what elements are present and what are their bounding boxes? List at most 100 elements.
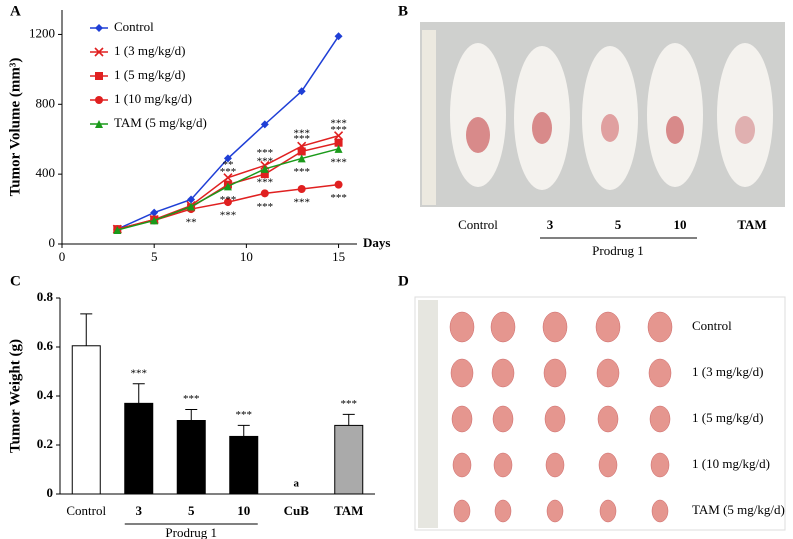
tumor xyxy=(543,358,567,388)
photo-label: 3 xyxy=(547,217,554,232)
marker xyxy=(95,120,103,128)
significance: *** xyxy=(220,210,237,222)
marker xyxy=(95,72,103,80)
tumor xyxy=(451,405,473,433)
y-tick-label: 400 xyxy=(36,165,56,180)
significance: *** xyxy=(293,166,310,178)
y-tick-label: 0.6 xyxy=(37,338,54,353)
bar-label: a xyxy=(294,478,300,490)
significance: *** xyxy=(257,147,274,159)
error-bar xyxy=(237,424,250,437)
marker xyxy=(260,189,269,198)
marker xyxy=(150,208,159,217)
mouse xyxy=(647,43,703,187)
y-tick-label: 0.2 xyxy=(37,436,53,451)
marker xyxy=(297,87,306,96)
tumor xyxy=(650,452,670,478)
panel-letter: A xyxy=(10,3,21,19)
x-tick-label: 0 xyxy=(59,249,66,264)
marker xyxy=(297,184,306,193)
significance: *** xyxy=(220,194,237,206)
significance: *** xyxy=(330,124,347,136)
legend-label: 1 (5 mg/kg/d) xyxy=(114,67,186,82)
tumor xyxy=(542,311,568,343)
significance: *** xyxy=(293,133,310,145)
legend-label: TAM (5 mg/kg/d) xyxy=(114,115,207,130)
marker xyxy=(260,170,269,179)
marker xyxy=(333,131,344,141)
marker xyxy=(297,147,306,156)
bar-label: *** xyxy=(131,367,148,379)
marker xyxy=(334,32,343,41)
marker xyxy=(334,138,343,147)
x-tick-label: 5 xyxy=(151,249,158,264)
photo-label: 5 xyxy=(615,217,622,232)
marker xyxy=(223,154,232,163)
tumor xyxy=(598,452,618,478)
photo-b xyxy=(420,22,785,239)
tumor xyxy=(651,499,669,523)
bar xyxy=(229,435,259,495)
x-tick-label: 3 xyxy=(136,503,143,518)
marker xyxy=(334,180,343,189)
legend-label: Control xyxy=(114,19,154,34)
significance: *** xyxy=(293,128,310,140)
significance: *** xyxy=(293,197,310,209)
photo-group-label: Prodrug 1 xyxy=(592,243,644,258)
x-tick-label: 15 xyxy=(332,249,345,264)
marker xyxy=(223,198,232,207)
y-tick-label: 0 xyxy=(49,235,56,250)
tumor xyxy=(492,405,514,433)
ruler xyxy=(422,30,436,205)
tumor xyxy=(546,499,564,523)
x-tick-label: 5 xyxy=(188,503,195,518)
x-axis-label: Days xyxy=(363,235,390,250)
y-tick-label: 0.8 xyxy=(37,289,54,304)
mouse xyxy=(717,43,773,187)
tumor xyxy=(494,499,512,523)
marker xyxy=(95,96,103,104)
tumor xyxy=(599,499,617,523)
x-tick-label: 10 xyxy=(237,503,250,518)
marker xyxy=(260,120,269,129)
x-tick-label: 10 xyxy=(240,249,253,264)
ruler xyxy=(418,300,438,528)
photo-row-label: 1 (5 mg/kg/d) xyxy=(692,410,764,425)
marker xyxy=(187,195,196,204)
error-bar xyxy=(80,313,93,346)
significance: *** xyxy=(257,176,274,188)
marker xyxy=(113,226,122,235)
photo-row-label: TAM (5 mg/kg/d) xyxy=(692,502,785,517)
error-bar xyxy=(185,408,198,421)
photo-label: 10 xyxy=(674,217,687,232)
bar-label: *** xyxy=(341,398,358,410)
tumor xyxy=(666,116,684,144)
x-tick-label: Control xyxy=(66,503,106,518)
tumor xyxy=(493,452,513,478)
bar xyxy=(124,402,154,495)
legend-label: 1 (10 mg/kg/d) xyxy=(114,91,192,106)
marker xyxy=(260,164,269,173)
tumor xyxy=(545,452,565,478)
tumor xyxy=(735,116,755,144)
marker xyxy=(94,47,104,57)
legend-label: 1 (3 mg/kg/d) xyxy=(114,43,186,58)
y-axis-label: Tumor Weight (g) xyxy=(7,339,23,453)
bar xyxy=(334,424,364,495)
photo-label: TAM xyxy=(737,217,766,232)
x-tick-label: CuB xyxy=(284,503,310,518)
marker xyxy=(187,202,196,211)
tumor xyxy=(449,311,475,343)
y-tick-label: 0 xyxy=(47,485,54,500)
y-axis-label: Tumor Volume (mm³) xyxy=(7,58,23,197)
error-bar xyxy=(132,383,145,404)
tumor xyxy=(532,112,552,144)
marker xyxy=(95,24,103,32)
marker xyxy=(223,173,233,183)
bar xyxy=(176,420,206,495)
photo-row-label: Control xyxy=(692,318,732,333)
mouse xyxy=(450,43,506,187)
tumor xyxy=(450,358,474,388)
tumor xyxy=(647,311,673,343)
significance: *** xyxy=(257,156,274,168)
